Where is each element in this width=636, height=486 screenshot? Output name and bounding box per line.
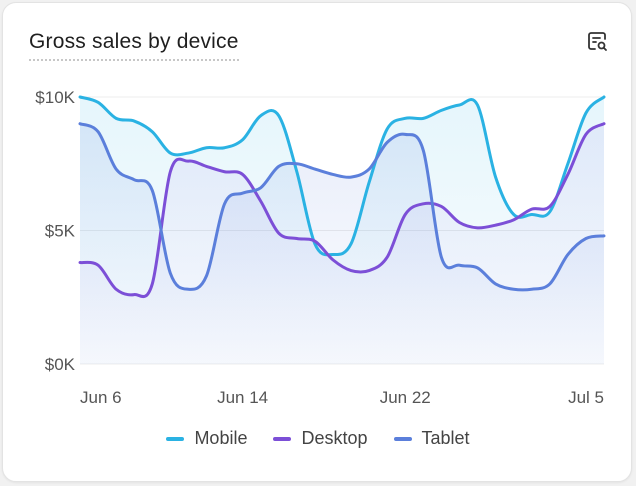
x-axis: Jun 6 Jun 14 Jun 22 Jul 5 (80, 388, 604, 407)
line-mobile[interactable] (78, 95, 606, 257)
area-chart: $0K $5K $10K Jun 6 Jun 14 Jun 22 Jul 5 (35, 88, 606, 407)
legend-label: Desktop (301, 428, 368, 448)
search-chart-icon[interactable] (583, 27, 611, 55)
x-tick-label: Jun 22 (380, 388, 431, 407)
legend-item-desktop[interactable]: Desktop (273, 428, 368, 449)
x-tick-label: Jun 6 (80, 388, 122, 407)
legend-label: Mobile (194, 428, 248, 448)
legend-item-mobile[interactable]: Mobile (166, 428, 247, 449)
area-tablet (80, 123, 604, 364)
legend-swatch (273, 436, 292, 441)
legend-swatch (393, 436, 412, 441)
y-tick-label: $10K (35, 88, 75, 107)
series-lines (78, 95, 606, 299)
x-tick-label: Jul 5 (568, 388, 604, 407)
y-tick-label: $5K (45, 222, 76, 241)
legend: Mobile Desktop Tablet (0, 428, 636, 449)
line-tablet[interactable] (78, 122, 606, 292)
legend-label: Tablet (421, 428, 470, 448)
chart-title[interactable]: Gross sales by device (29, 29, 239, 61)
legend-swatch (166, 436, 185, 441)
series-areas (80, 97, 604, 364)
legend-item-tablet[interactable]: Tablet (393, 428, 470, 449)
y-tick-label: $0K (45, 355, 76, 374)
y-axis: $0K $5K $10K (35, 88, 75, 374)
x-tick-label: Jun 14 (217, 388, 268, 407)
line-desktop[interactable] (78, 122, 606, 299)
